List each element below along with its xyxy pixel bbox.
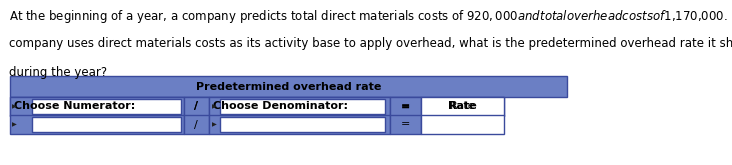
Bar: [220, 117, 385, 132]
Text: /: /: [195, 101, 198, 111]
Text: Rate: Rate: [449, 101, 475, 111]
Bar: [32, 99, 182, 114]
Text: Predetermined overhead rate: Predetermined overhead rate: [195, 82, 381, 92]
Text: ▶: ▶: [12, 104, 17, 109]
Text: during the year?: during the year?: [9, 66, 107, 79]
Bar: [421, 115, 504, 134]
Text: =: =: [401, 101, 411, 111]
Bar: [10, 97, 184, 116]
Bar: [209, 115, 390, 134]
Bar: [421, 97, 504, 116]
Bar: [184, 97, 209, 116]
Text: Choose Numerator:: Choose Numerator:: [14, 101, 135, 111]
Bar: [390, 97, 421, 116]
Bar: [184, 97, 209, 116]
Bar: [32, 117, 182, 132]
Text: =: =: [401, 101, 411, 111]
Text: ▶: ▶: [212, 122, 217, 127]
Text: company uses direct materials costs as its activity base to apply overhead, what: company uses direct materials costs as i…: [9, 37, 732, 50]
Text: Rate: Rate: [448, 101, 477, 111]
Text: ▶: ▶: [212, 104, 217, 109]
Bar: [184, 115, 209, 134]
Bar: [220, 99, 385, 114]
Bar: [390, 97, 421, 116]
Bar: [421, 97, 504, 116]
Bar: [209, 97, 390, 116]
Bar: [390, 115, 421, 134]
Text: /: /: [194, 101, 198, 111]
Bar: [209, 97, 390, 116]
Bar: [10, 115, 184, 134]
Bar: [10, 97, 184, 116]
Text: ▶: ▶: [12, 122, 17, 127]
Text: Choose Denominator:: Choose Denominator:: [213, 101, 348, 111]
Text: =: =: [401, 120, 411, 130]
Text: At the beginning of a year, a company predicts total direct materials costs of $: At the beginning of a year, a company pr…: [9, 8, 732, 25]
Text: /: /: [195, 120, 198, 130]
Bar: [10, 76, 567, 97]
